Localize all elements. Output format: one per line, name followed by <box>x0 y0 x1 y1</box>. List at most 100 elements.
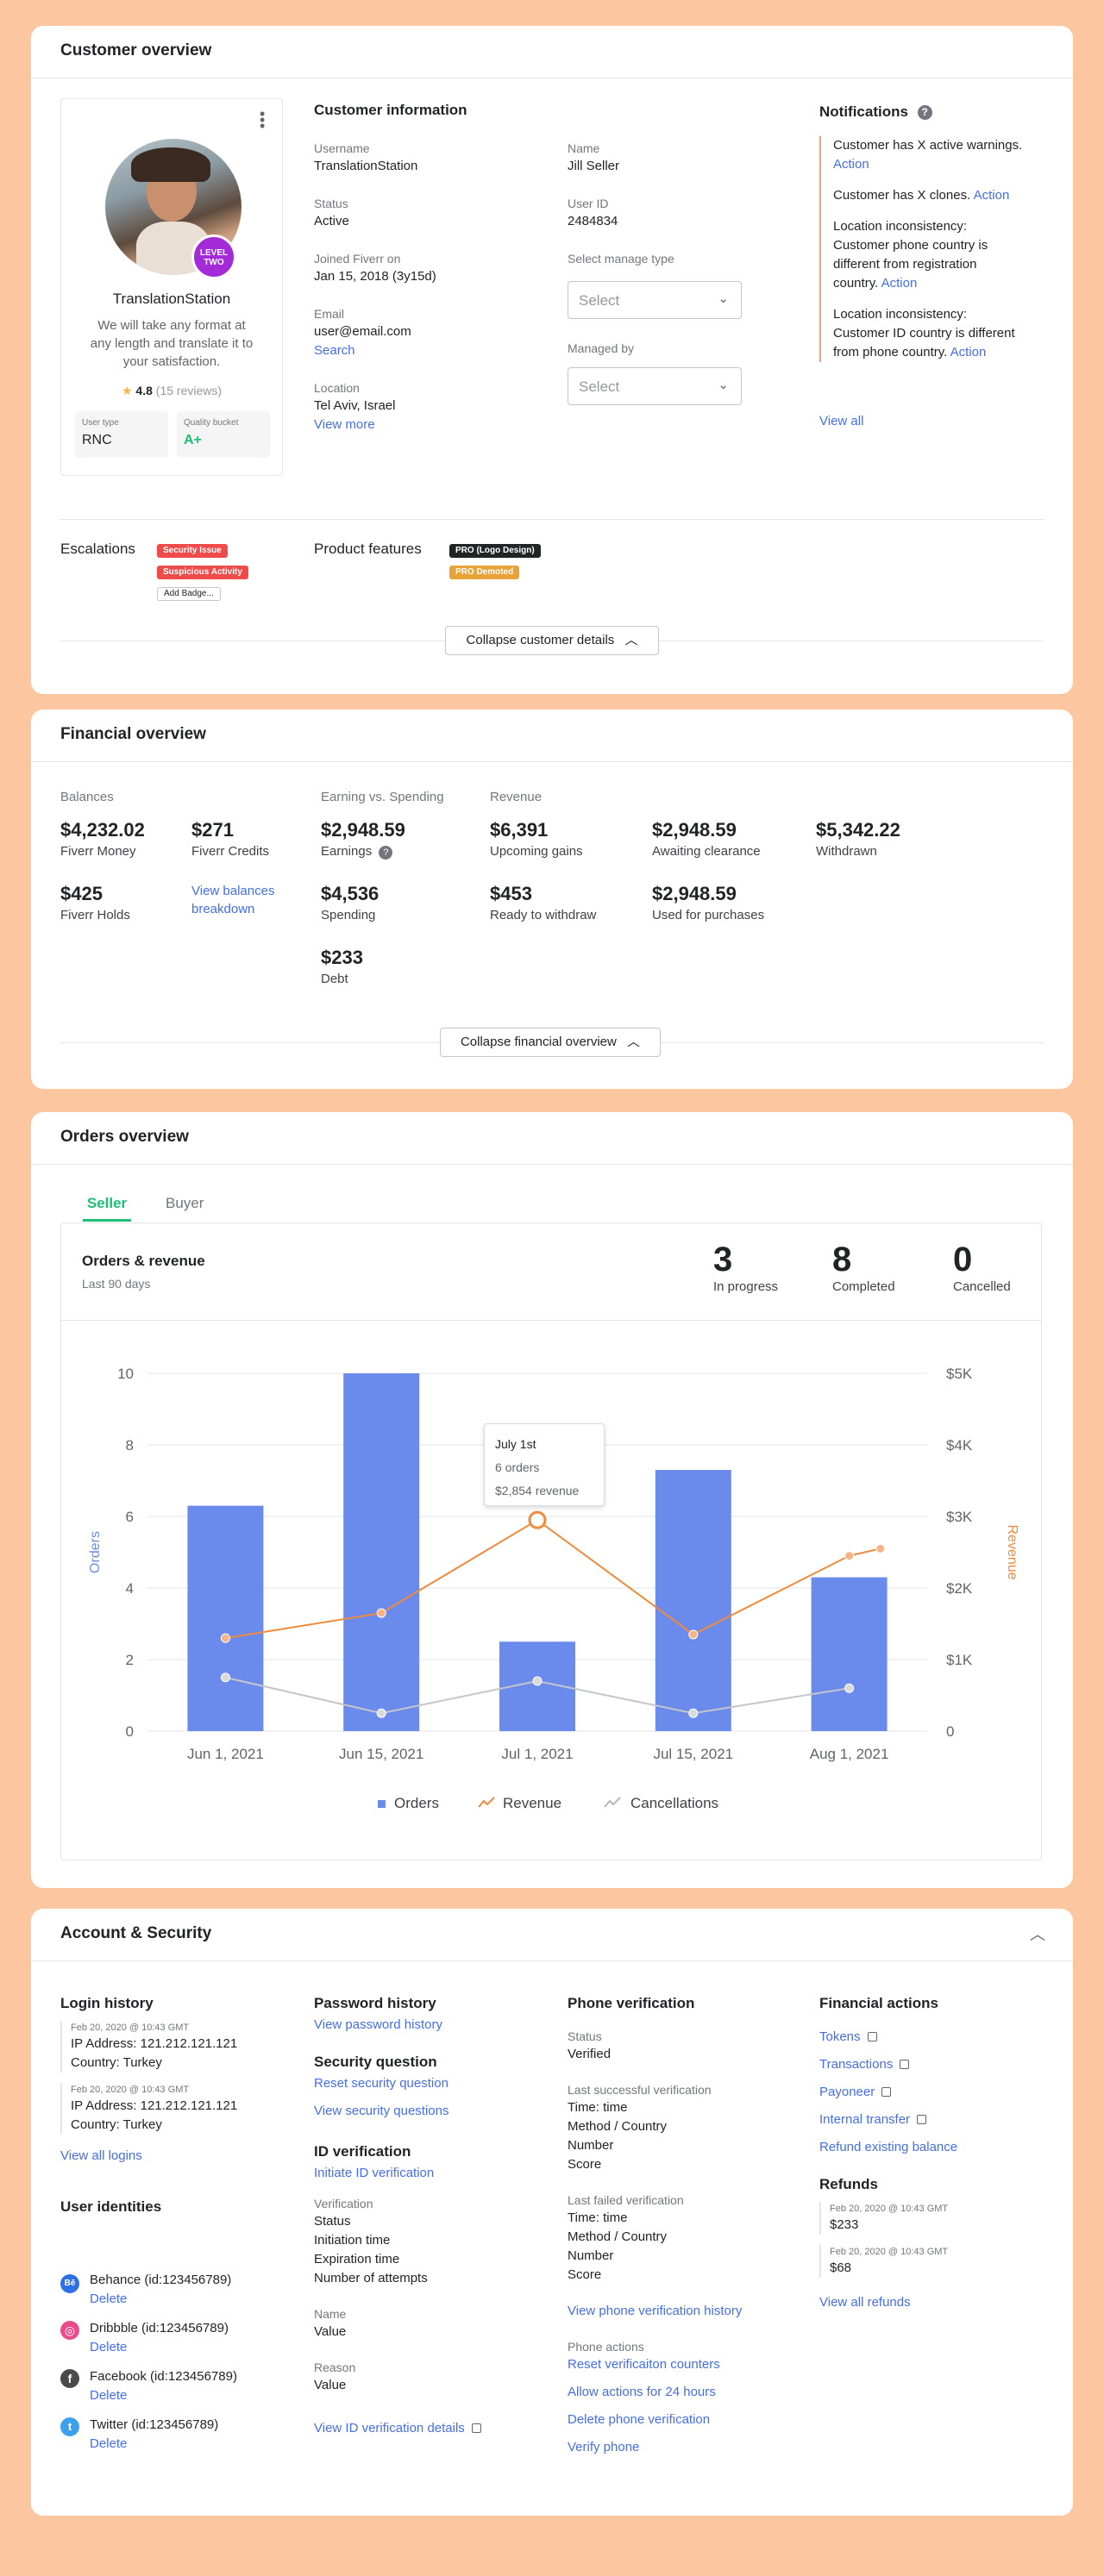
chevron-up-icon: ︿ <box>627 1035 641 1049</box>
debt-label: Debt <box>321 972 348 986</box>
internal-transfer-link[interactable]: Internal transfer <box>819 2110 1044 2129</box>
withdrawn-value: $5,342.22 <box>816 819 900 841</box>
transactions-link[interactable]: Transactions <box>819 2055 1044 2074</box>
status-value: Active <box>314 214 349 228</box>
more-options-icon[interactable]: • • • <box>260 105 266 134</box>
delete-phone-verification-link[interactable]: Delete phone verification <box>568 2412 711 2427</box>
internal-transfer-label: Internal transfer <box>819 2112 911 2127</box>
identity-delete-link[interactable]: Delete <box>90 2340 128 2354</box>
collapse-customer-button[interactable]: Collapse customer details ︿ <box>445 626 659 655</box>
user-type-label: User type <box>82 418 119 428</box>
notification-action-link[interactable]: Action <box>950 345 987 360</box>
notification-action-link[interactable]: Action <box>973 188 1010 203</box>
tooltip-date: July 1st <box>495 1437 536 1451</box>
product-badge-pro-logo[interactable]: PRO (Logo Design) <box>449 544 541 558</box>
userid-value: 2484834 <box>568 214 618 228</box>
identity-name: Facebook (id:123456789) <box>90 2369 237 2384</box>
phone-success-line: Score <box>568 2157 602 2172</box>
managed-by-label: Managed by <box>568 341 635 355</box>
allow-actions-link[interactable]: Allow actions for 24 hours <box>568 2385 716 2399</box>
help-icon[interactable]: ? <box>379 846 393 860</box>
earning-spending-label: Earning vs. Spending <box>321 790 444 804</box>
y-tick-label: 2 <box>126 1652 134 1668</box>
phone-success-line: Method / Country <box>568 2119 668 2134</box>
phone-failed-line: Time: time <box>568 2210 628 2225</box>
view-all-refunds-link[interactable]: View all refunds <box>819 2295 911 2310</box>
collapse-financial-button[interactable]: Collapse financial overview ︿ <box>440 1028 661 1057</box>
debt-value: $233 <box>321 947 363 968</box>
id-verification-line: Number of attempts <box>314 2271 428 2285</box>
security-column: Password history View password history S… <box>314 1995 555 2438</box>
orders-panel-subtitle: Last 90 days <box>82 1277 151 1291</box>
notifications-view-all-link[interactable]: View all <box>819 414 864 428</box>
used-for-purchases: $2,948.59 Used for purchases <box>652 882 764 925</box>
email-search-link[interactable]: Search <box>314 343 355 358</box>
notifications-list: Customer has X active warnings. Action C… <box>819 136 1023 362</box>
revenue-line <box>225 1518 881 1640</box>
initiate-id-verification-link[interactable]: Initiate ID verification <box>314 2166 435 2180</box>
id-verification-line: Initiation time <box>314 2233 391 2248</box>
view-password-history-link[interactable]: View password history <box>314 2017 442 2032</box>
reset-counters-link[interactable]: Reset verificaiton counters <box>568 2357 720 2372</box>
refund-balance-link[interactable]: Refund existing balance <box>819 2140 958 2154</box>
product-badge-pro-demoted[interactable]: PRO Demoted <box>449 566 520 579</box>
payoneer-link[interactable]: Payoneer <box>819 2083 1044 2102</box>
chart-tooltip: July 1st 6 orders $2,854 revenue <box>484 1423 605 1506</box>
manage-type-select-value: Select <box>579 292 620 309</box>
fiverr-money-value: $4,232.02 <box>60 819 145 841</box>
notifications-title: Notifications ? <box>819 103 932 121</box>
location-label: Location <box>314 381 360 395</box>
view-phone-history-link[interactable]: View phone verification history <box>568 2304 743 2318</box>
notification-action-link[interactable]: Action <box>833 157 869 172</box>
orders-bar <box>811 1577 888 1731</box>
tokens-link[interactable]: Tokens <box>819 2028 1044 2047</box>
refund-amount: $68 <box>830 2260 852 2275</box>
legend-cancellations-swatch <box>604 1797 621 1808</box>
info-col-2: Name Jill Seller User ID 2484834 Select … <box>568 140 792 267</box>
tab-seller[interactable]: Seller <box>83 1195 131 1222</box>
manage-type-select[interactable]: Select ⌄ <box>568 281 742 319</box>
identity-delete-link[interactable]: Delete <box>90 2436 128 2451</box>
collapse-account-icon[interactable]: ︿ <box>1030 1926 1045 1943</box>
divider <box>31 1164 1073 1165</box>
x-tick-label: Jul 15, 2021 <box>653 1746 733 1762</box>
upcoming-gains-label: Upcoming gains <box>490 844 583 859</box>
revenue-point <box>844 1551 855 1561</box>
escalations-label: Escalations <box>60 541 135 557</box>
view-id-verification-details-link[interactable]: View ID verification details <box>314 2419 555 2438</box>
add-badge-button[interactable]: Add Badge... <box>157 587 221 601</box>
tab-buyer[interactable]: Buyer <box>166 1195 204 1211</box>
escalation-badge-security[interactable]: Security Issue <box>157 544 228 558</box>
rating-value: 4.8 <box>135 384 153 397</box>
spending-value: $4,536 <box>321 883 380 904</box>
y2-tick-label: $1K <box>946 1652 973 1668</box>
view-all-logins-link[interactable]: View all logins <box>60 2148 142 2163</box>
identity-delete-link[interactable]: Delete <box>90 2292 128 2306</box>
refund-time: Feb 20, 2020 @ 10:43 GMT <box>830 2204 949 2214</box>
phone-failed-line: Method / Country <box>568 2229 668 2244</box>
view-more-link[interactable]: View more <box>314 417 375 432</box>
revenue-point-active <box>528 1510 547 1529</box>
identity-name: Twitter (id:123456789) <box>90 2417 219 2432</box>
dribbble-icon: ◎ <box>60 2321 79 2340</box>
revenue-point <box>875 1543 886 1554</box>
divider <box>61 1320 1041 1321</box>
notification-action-link[interactable]: Action <box>881 276 918 291</box>
managed-by-select[interactable]: Select ⌄ <box>568 367 742 405</box>
reset-security-question-link[interactable]: Reset security question <box>314 2076 448 2091</box>
y-axis-title: Orders <box>88 1531 103 1573</box>
identity-delete-link[interactable]: Delete <box>90 2388 128 2403</box>
notification-text: Customer has X clones. <box>833 188 971 203</box>
awaiting-clearance: $2,948.59 Awaiting clearance <box>652 818 761 861</box>
profile-card: • • • LEVEL TWO TranslationStation We will… <box>60 98 283 476</box>
view-balances-link[interactable]: View balances breakdown <box>191 884 275 916</box>
user-type-box: User type RNC <box>75 411 168 458</box>
help-icon[interactable]: ? <box>917 105 932 120</box>
escalation-badge-suspicious[interactable]: Suspicious Activity <box>157 566 248 579</box>
name-label: Name <box>568 141 600 155</box>
ready-to-withdraw-label: Ready to withdraw <box>490 908 597 922</box>
view-security-questions-link[interactable]: View security questions <box>314 2104 449 2118</box>
verify-phone-link[interactable]: Verify phone <box>568 2440 640 2454</box>
tooltip-orders: 6 orders <box>495 1460 540 1474</box>
fiverr-money-label: Fiverr Money <box>60 844 136 859</box>
